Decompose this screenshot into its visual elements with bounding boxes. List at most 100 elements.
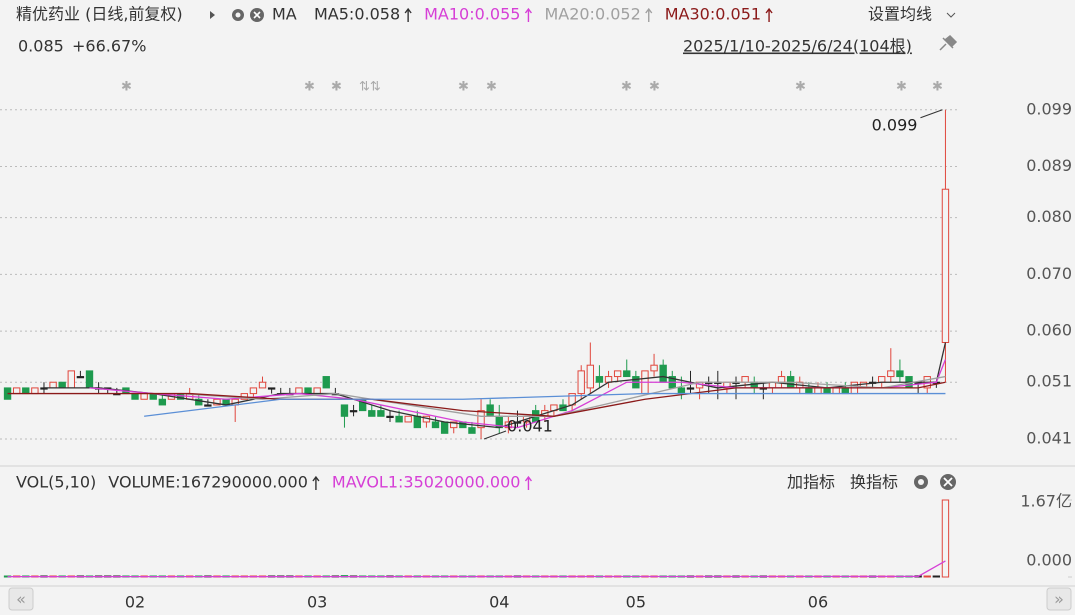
candle-body — [58, 381, 66, 389]
ma-line — [144, 392, 946, 417]
candle-body — [158, 398, 167, 406]
arrow-icon — [645, 7, 653, 22]
indicator-title: VOL(5,10) — [16, 473, 96, 492]
candle-body — [450, 421, 458, 429]
volume-bar — [923, 575, 931, 578]
candle-body — [814, 387, 822, 395]
candle-body — [468, 427, 476, 434]
svg-text:⇅⇅: ⇅⇅ — [359, 80, 381, 95]
candle-body — [140, 393, 148, 400]
legend-entry: VOLUME:167290000.000 — [108, 473, 308, 492]
candle-body — [677, 387, 686, 395]
candle-body — [823, 387, 831, 395]
scroll-right[interactable]: » — [1046, 587, 1072, 611]
volume-bar — [941, 499, 950, 578]
svg-text:✱: ✱ — [121, 80, 132, 95]
arrow-icon — [312, 475, 320, 490]
gear-icon[interactable] — [232, 9, 244, 21]
close-icon[interactable] — [940, 474, 956, 490]
candle-body — [887, 370, 895, 378]
scroll-left[interactable]: « — [8, 587, 34, 611]
gear-icon[interactable] — [914, 475, 928, 489]
annotation: 0.099 — [872, 115, 918, 134]
date-range[interactable]: 2025/1/10-2025/6/24(104根) — [683, 37, 912, 56]
y-tick-label: 0.099 — [1026, 99, 1072, 118]
candle-body — [896, 370, 904, 378]
candle-body — [878, 376, 886, 383]
candle-body — [213, 398, 221, 406]
candle-body — [659, 364, 667, 383]
svg-text:✱: ✱ — [331, 80, 342, 95]
legend-entry: MA10:0.055 — [424, 5, 520, 24]
arrow-icon — [524, 475, 533, 490]
candle-body — [477, 410, 485, 429]
candle-body — [941, 188, 950, 343]
candle-body — [404, 415, 412, 423]
x-tick-label: 04 — [489, 593, 509, 612]
svg-text:«: « — [16, 590, 26, 609]
annotation-arrow — [920, 109, 943, 119]
ma-settings[interactable]: 设置均线 — [868, 5, 932, 24]
candle-body — [313, 387, 321, 395]
legend-entry: MA30:0.051 — [665, 5, 761, 24]
candle-body — [613, 370, 622, 378]
candle-body — [304, 387, 312, 395]
close-icon[interactable] — [250, 8, 264, 22]
annotation: 0.041 — [507, 416, 553, 435]
arrow-icon — [765, 7, 773, 22]
x-tick-label: 03 — [307, 593, 327, 612]
x-tick-label: 05 — [626, 593, 646, 612]
y-tick-label: 0.070 — [1026, 264, 1072, 283]
y-tick-label: 0.080 — [1026, 207, 1072, 226]
candle-body — [486, 404, 494, 417]
svg-text:✱: ✱ — [458, 80, 469, 95]
event-markers: ✱ ✱ ✱ ⇅⇅ ✱ ✱ ✱ ✱ ✱ ✱ ✱ — [121, 80, 943, 95]
legend-entry: MA5:0.058 — [314, 5, 400, 24]
candle-body — [249, 387, 258, 395]
candle-body — [750, 381, 758, 389]
annotation-arrow — [483, 430, 507, 440]
candle-body — [413, 415, 421, 429]
candle-body — [340, 404, 349, 417]
svg-text:✱: ✱ — [649, 80, 660, 95]
svg-text:✱: ✱ — [932, 80, 943, 95]
svg-text:✱: ✱ — [621, 80, 632, 95]
stock-title[interactable]: 精优药业 (日线,前复权) — [16, 5, 183, 24]
ma-line — [43, 342, 947, 429]
candle-body — [431, 421, 440, 429]
candle-body — [258, 381, 267, 389]
pin-icon[interactable] — [939, 34, 958, 51]
y-tick-label: 0.000 — [1026, 551, 1072, 570]
y-tick-label: 0.060 — [1026, 321, 1072, 340]
volume-bar — [932, 575, 941, 578]
candle-body — [85, 370, 94, 389]
svg-text:✱: ✱ — [304, 80, 315, 95]
switch-indicator[interactable]: 换指标 — [850, 473, 898, 492]
y-tick-label: 0.051 — [1026, 372, 1072, 391]
arrow-icon — [524, 7, 532, 22]
expand-icon[interactable] — [210, 11, 215, 19]
dropdown-icon[interactable] — [946, 12, 956, 18]
candle-body — [195, 398, 203, 406]
y-tick-label: 1.67亿 — [1020, 492, 1072, 511]
candle-body — [440, 421, 449, 434]
svg-text:✱: ✱ — [486, 80, 497, 95]
ma-line — [7, 381, 946, 417]
add-indicator[interactable]: 加指标 — [787, 473, 835, 492]
candle-body — [741, 376, 749, 383]
candle-body — [650, 364, 658, 372]
last-price: 0.085 — [18, 37, 64, 56]
candle-body — [595, 376, 604, 383]
x-tick-label: 06 — [808, 593, 828, 612]
arrow-icon — [404, 7, 412, 22]
candle-body — [267, 387, 276, 390]
legend-entry: MA20:0.052 — [544, 5, 640, 24]
candle-body — [322, 376, 330, 389]
candle-body — [295, 387, 303, 395]
candle-body — [204, 404, 212, 407]
candle-body — [686, 387, 695, 390]
candle-body — [349, 410, 358, 413]
